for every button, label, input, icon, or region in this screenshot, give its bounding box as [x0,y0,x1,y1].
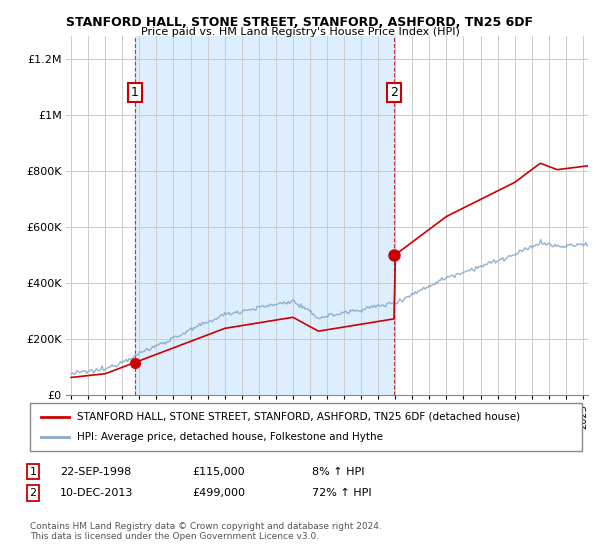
Text: HPI: Average price, detached house, Folkestone and Hythe: HPI: Average price, detached house, Folk… [77,432,383,442]
Text: Contains HM Land Registry data © Crown copyright and database right 2024.
This d: Contains HM Land Registry data © Crown c… [30,522,382,542]
Text: 8% ↑ HPI: 8% ↑ HPI [312,466,365,477]
Text: £499,000: £499,000 [192,488,245,498]
Text: 1: 1 [131,86,139,99]
Text: STANFORD HALL, STONE STREET, STANFORD, ASHFORD, TN25 6DF: STANFORD HALL, STONE STREET, STANFORD, A… [67,16,533,29]
Text: 1: 1 [29,466,37,477]
FancyBboxPatch shape [30,403,582,451]
Text: 2: 2 [29,488,37,498]
Text: 10-DEC-2013: 10-DEC-2013 [60,488,133,498]
Text: £115,000: £115,000 [192,466,245,477]
Text: 22-SEP-1998: 22-SEP-1998 [60,466,131,477]
Text: 72% ↑ HPI: 72% ↑ HPI [312,488,371,498]
Bar [134,36,394,395]
Text: STANFORD HALL, STONE STREET, STANFORD, ASHFORD, TN25 6DF (detached house): STANFORD HALL, STONE STREET, STANFORD, A… [77,412,520,422]
Text: 2: 2 [390,86,398,99]
Text: Price paid vs. HM Land Registry's House Price Index (HPI): Price paid vs. HM Land Registry's House … [140,27,460,37]
